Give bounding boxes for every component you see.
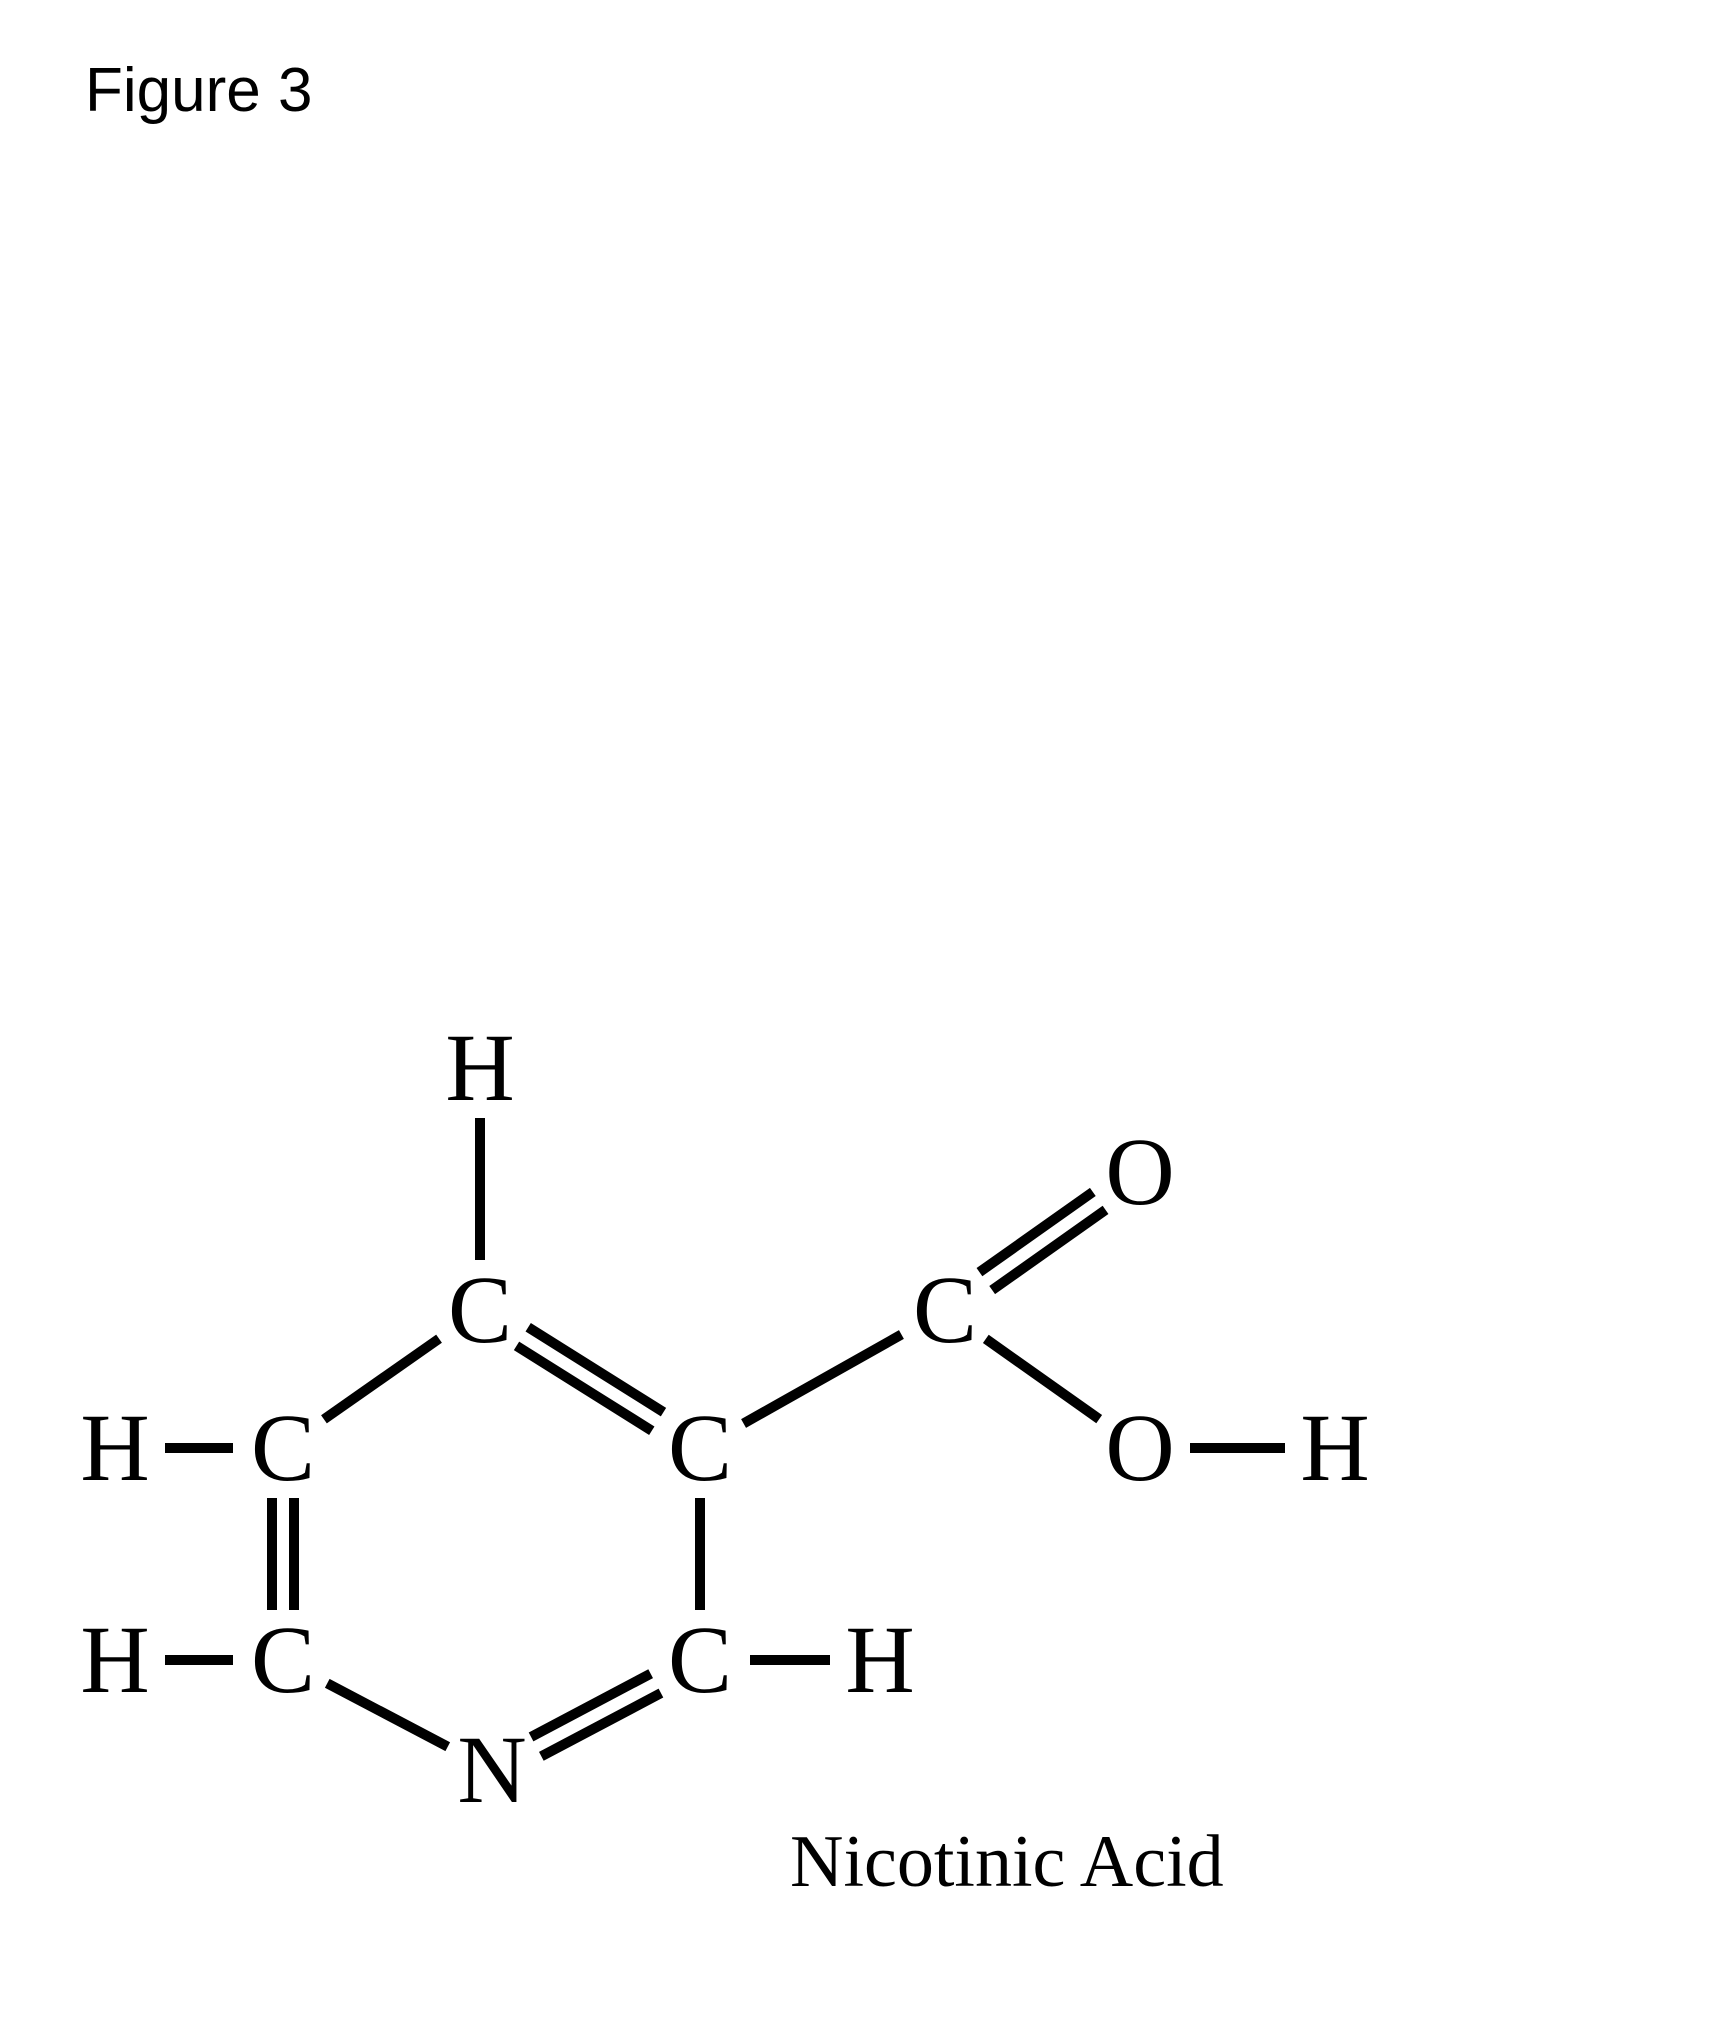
- atom-N: N: [457, 1722, 526, 1818]
- atom-H_C6: H: [80, 1612, 149, 1708]
- atom-H_OH: H: [1300, 1400, 1369, 1496]
- bond-N-C2: [531, 1674, 661, 1757]
- bond-C4-C5: [324, 1339, 439, 1420]
- atom-O_sgl: O: [1105, 1400, 1174, 1496]
- compound-caption: Nicotinic Acid: [790, 1820, 1224, 1905]
- atom-O_dbl: O: [1105, 1124, 1174, 1220]
- atom-H_C5: H: [80, 1400, 149, 1496]
- bond-svg: [0, 0, 1733, 2031]
- bond-C4-C3: [517, 1327, 664, 1430]
- atom-C_cooh: C: [913, 1262, 977, 1358]
- bond-C_cooh-O_dbl: [979, 1192, 1105, 1290]
- bond-C3-C_cooh: [744, 1335, 902, 1424]
- atom-C3: C: [668, 1400, 732, 1496]
- atom-C6: C: [251, 1612, 315, 1708]
- atom-C5: C: [251, 1400, 315, 1496]
- atom-C4: C: [448, 1262, 512, 1358]
- bond-C6-N: [327, 1683, 448, 1746]
- bond-C_cooh-O_sgl: [986, 1339, 1099, 1419]
- atom-C2: C: [668, 1612, 732, 1708]
- atom-H_top: H: [445, 1020, 514, 1116]
- atom-H_C2: H: [845, 1612, 914, 1708]
- bond-C5-C6: [272, 1498, 294, 1610]
- figure-container: Figure 3 HCCCHCHNCHCOOH Nicotinic Acid: [0, 0, 1733, 2031]
